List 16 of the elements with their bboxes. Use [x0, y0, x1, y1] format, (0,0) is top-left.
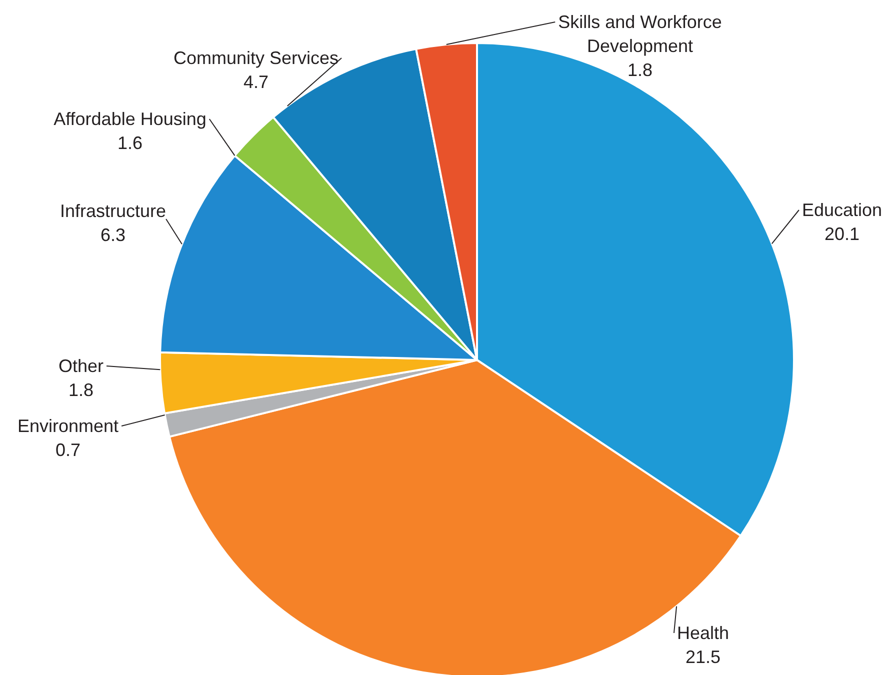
data-label: 1.8	[627, 60, 653, 80]
data-label: 4.7	[243, 72, 269, 92]
slice-label: Environment	[17, 416, 119, 436]
data-label: 1.8	[68, 380, 94, 400]
slice-label: Other	[58, 356, 104, 376]
data-label: 1.6	[117, 133, 143, 153]
slice-label: Education	[802, 200, 882, 220]
slice-label: Skills and Workforce Development	[558, 12, 722, 56]
data-label: 6.3	[100, 225, 126, 245]
slice-label: Community Services	[173, 48, 339, 68]
data-label: 0.7	[55, 440, 81, 460]
slice-label: Health	[676, 623, 730, 643]
slice-label: Affordable Housing	[54, 109, 206, 129]
data-label: 20.1	[824, 224, 860, 244]
slice-label: Infrastructure	[60, 201, 166, 221]
data-label: 21.5	[685, 647, 721, 667]
